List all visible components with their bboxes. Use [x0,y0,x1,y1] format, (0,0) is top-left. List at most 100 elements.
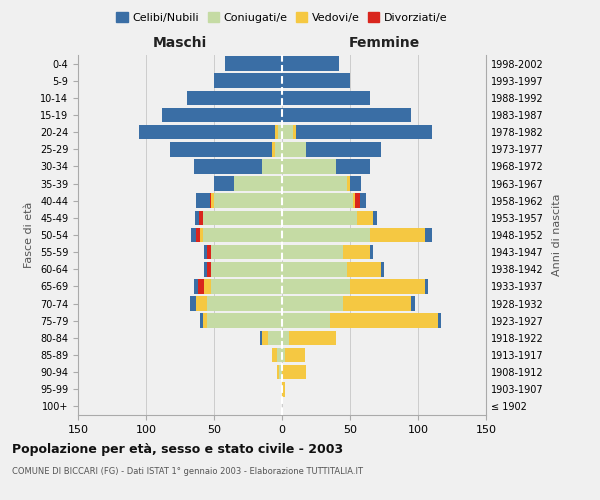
Bar [235,176,282,191]
Bar [282,279,350,293]
Bar [296,125,431,140]
Y-axis label: Anni di nascita: Anni di nascita [552,194,562,276]
Bar [211,262,282,276]
Text: COMUNE DI BICCARI (FG) - Dati ISTAT 1° gennaio 2003 - Elaborazione TUTTITALIA.IT: COMUNE DI BICCARI (FG) - Dati ISTAT 1° g… [12,468,363,476]
Bar [282,159,337,174]
Bar [262,159,282,174]
Bar [205,262,207,276]
Bar [196,194,210,208]
Bar [359,194,367,208]
Bar [205,279,211,293]
Bar [200,314,203,328]
Text: Femmine: Femmine [349,36,419,50]
Bar [203,210,282,225]
Bar [370,245,373,260]
Bar [350,176,361,191]
Bar [207,262,211,276]
Bar [262,330,268,345]
Bar [347,262,381,276]
Bar [214,176,235,191]
Bar [425,228,431,242]
Bar [268,330,282,345]
Bar [195,210,199,225]
Bar [277,365,279,380]
Text: Maschi: Maschi [153,36,207,50]
Bar [203,314,207,328]
Bar [190,296,196,311]
Bar [337,159,370,174]
Bar [282,142,307,156]
Bar [207,245,211,260]
Bar [196,228,200,242]
Bar [282,125,293,140]
Bar [282,314,329,328]
Bar [278,125,282,140]
Bar [203,228,282,242]
Bar [282,194,353,208]
Bar [272,348,277,362]
Bar [425,279,428,293]
Bar [307,142,381,156]
Bar [282,296,343,311]
Bar [275,142,282,156]
Bar [343,296,411,311]
Bar [411,296,415,311]
Bar [353,194,355,208]
Bar [282,330,289,345]
Bar [282,108,411,122]
Bar [279,365,282,380]
Bar [282,56,339,71]
Bar [225,56,282,71]
Bar [196,296,207,311]
Bar [187,90,282,105]
Bar [194,159,262,174]
Bar [373,210,377,225]
Bar [163,108,282,122]
Bar [272,142,275,156]
Bar [329,314,439,328]
Bar [277,348,282,362]
Bar [293,125,296,140]
Bar [170,142,272,156]
Bar [282,74,350,88]
Legend: Celibi/Nubili, Coniugati/e, Vedovi/e, Divorziati/e: Celibi/Nubili, Coniugati/e, Vedovi/e, Di… [112,8,452,28]
Bar [285,348,305,362]
Bar [199,210,203,225]
Bar [439,314,441,328]
Bar [343,245,370,260]
Text: Popolazione per età, sesso e stato civile - 2003: Popolazione per età, sesso e stato civil… [12,442,343,456]
Bar [207,296,282,311]
Bar [211,279,282,293]
Bar [282,90,370,105]
Bar [275,125,278,140]
Bar [282,262,347,276]
Bar [214,194,282,208]
Bar [282,348,285,362]
Bar [347,176,350,191]
Bar [197,279,205,293]
Bar [289,330,337,345]
Bar [214,74,282,88]
Bar [282,382,285,396]
Bar [211,245,282,260]
Bar [139,125,275,140]
Bar [211,194,214,208]
Bar [282,210,357,225]
Bar [194,279,197,293]
Bar [350,279,425,293]
Bar [381,262,384,276]
Bar [282,176,347,191]
Bar [370,228,425,242]
Bar [210,194,211,208]
Bar [282,228,370,242]
Bar [200,228,203,242]
Bar [357,210,373,225]
Y-axis label: Fasce di età: Fasce di età [25,202,34,268]
Bar [205,245,207,260]
Bar [282,365,307,380]
Bar [191,228,196,242]
Bar [260,330,262,345]
Bar [355,194,359,208]
Bar [282,245,343,260]
Bar [207,314,282,328]
